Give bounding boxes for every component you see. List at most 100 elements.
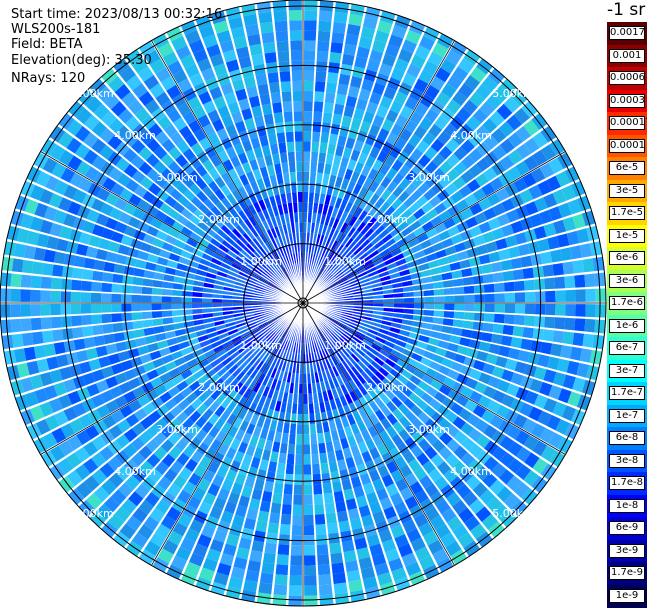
colorbar-label: 0.0017	[609, 26, 645, 40]
ray-cell	[255, 360, 265, 371]
ray-cell	[182, 111, 197, 125]
ray-cell	[330, 344, 339, 354]
ray-cell	[328, 133, 338, 145]
ray-cell	[249, 43, 263, 56]
ray-cell	[303, 111, 313, 122]
ray-cell	[517, 350, 530, 363]
ray-cell	[10, 379, 25, 396]
ray-cell	[164, 361, 177, 372]
ray-cell	[256, 592, 272, 605]
ray-cell	[393, 232, 405, 243]
ray-cell	[373, 257, 384, 266]
ray-cell	[421, 201, 434, 214]
ray-cell	[296, 171, 303, 182]
ray-gap	[302, 302, 507, 529]
ray-cell	[196, 442, 209, 456]
range-label: 4.00km	[114, 129, 156, 142]
ray-cell	[180, 208, 193, 220]
ray-cell	[331, 312, 342, 318]
ray-cell	[322, 112, 333, 124]
ray-cell	[406, 260, 419, 269]
ray-cell	[532, 458, 548, 475]
ray-cell	[243, 311, 254, 316]
ray-cell	[273, 274, 282, 283]
ray-cell	[184, 30, 201, 45]
ray-cell	[290, 545, 302, 556]
ray-cell	[250, 328, 261, 336]
ray-cell	[243, 411, 254, 423]
ray-cell	[100, 202, 114, 216]
ray-cell	[564, 166, 580, 183]
ray-cell	[236, 547, 250, 560]
ray-cell	[413, 346, 426, 356]
ray-cell	[372, 39, 387, 53]
ray-cell	[176, 214, 189, 226]
ray-gap	[0, 302, 304, 320]
ray-cell	[295, 444, 303, 455]
ray-cell	[201, 232, 213, 243]
ray-cell	[424, 483, 439, 498]
ray-cell	[267, 355, 276, 366]
ray-cell	[163, 123, 178, 138]
ray-cell	[42, 263, 54, 276]
ray-cell	[159, 202, 172, 215]
ray-cell	[513, 481, 530, 499]
ray-cell	[256, 1, 272, 14]
ray-cell	[437, 340, 450, 350]
ray-cell	[430, 215, 443, 227]
ray-cell	[39, 372, 53, 387]
ray-cell	[315, 340, 321, 351]
ray-cell	[299, 363, 303, 374]
ray-cell	[346, 272, 357, 280]
ray-cell	[70, 303, 82, 315]
ray-cell	[164, 234, 177, 245]
ray-gap	[302, 302, 592, 398]
ray-cell	[262, 256, 272, 266]
ray-cell	[342, 265, 352, 274]
ray-cell	[386, 425, 398, 439]
ray-cell	[519, 402, 534, 417]
ray-cell	[72, 189, 87, 204]
ray-cell	[381, 252, 393, 262]
ray-cell	[208, 400, 220, 413]
ray-cell	[381, 320, 392, 327]
ray-cell	[482, 322, 494, 333]
ray-cell	[430, 453, 445, 468]
ray-cell	[292, 80, 303, 92]
ray-cell	[303, 464, 312, 475]
ray-cell	[168, 344, 181, 354]
ray-cell	[289, 30, 302, 41]
ray-cell	[494, 293, 505, 303]
ray-cell	[188, 170, 201, 183]
ray-cell	[350, 517, 363, 530]
ray-cell	[235, 88, 248, 101]
ray-cell	[292, 342, 297, 353]
ray-cell	[360, 566, 376, 580]
ray-cell	[309, 423, 317, 435]
ray-cell	[225, 278, 236, 285]
ray-cell	[335, 273, 346, 281]
ray-cell	[369, 180, 380, 193]
ray-cell	[264, 354, 273, 365]
ray-cell	[161, 303, 172, 310]
ray-cell	[239, 221, 250, 233]
ray-cell	[335, 500, 347, 513]
ray-cell	[443, 287, 455, 295]
ray-cell	[430, 515, 446, 530]
ray-cell	[128, 491, 144, 507]
ray-cell	[76, 350, 89, 363]
ray-cell	[373, 239, 385, 250]
ray-gap	[302, 111, 539, 304]
ray-cell	[208, 262, 220, 271]
ray-cell	[6, 225, 20, 241]
ray-cell	[239, 373, 250, 385]
ray-cell	[328, 461, 338, 473]
ray-cell	[486, 496, 503, 513]
ray-cell	[282, 493, 293, 505]
ray-cell	[315, 330, 322, 340]
ray-cell	[364, 228, 375, 239]
ray-cell	[243, 76, 256, 89]
ray-cell	[330, 331, 339, 341]
ray-cell	[69, 418, 84, 434]
ray-cell	[191, 297, 203, 303]
